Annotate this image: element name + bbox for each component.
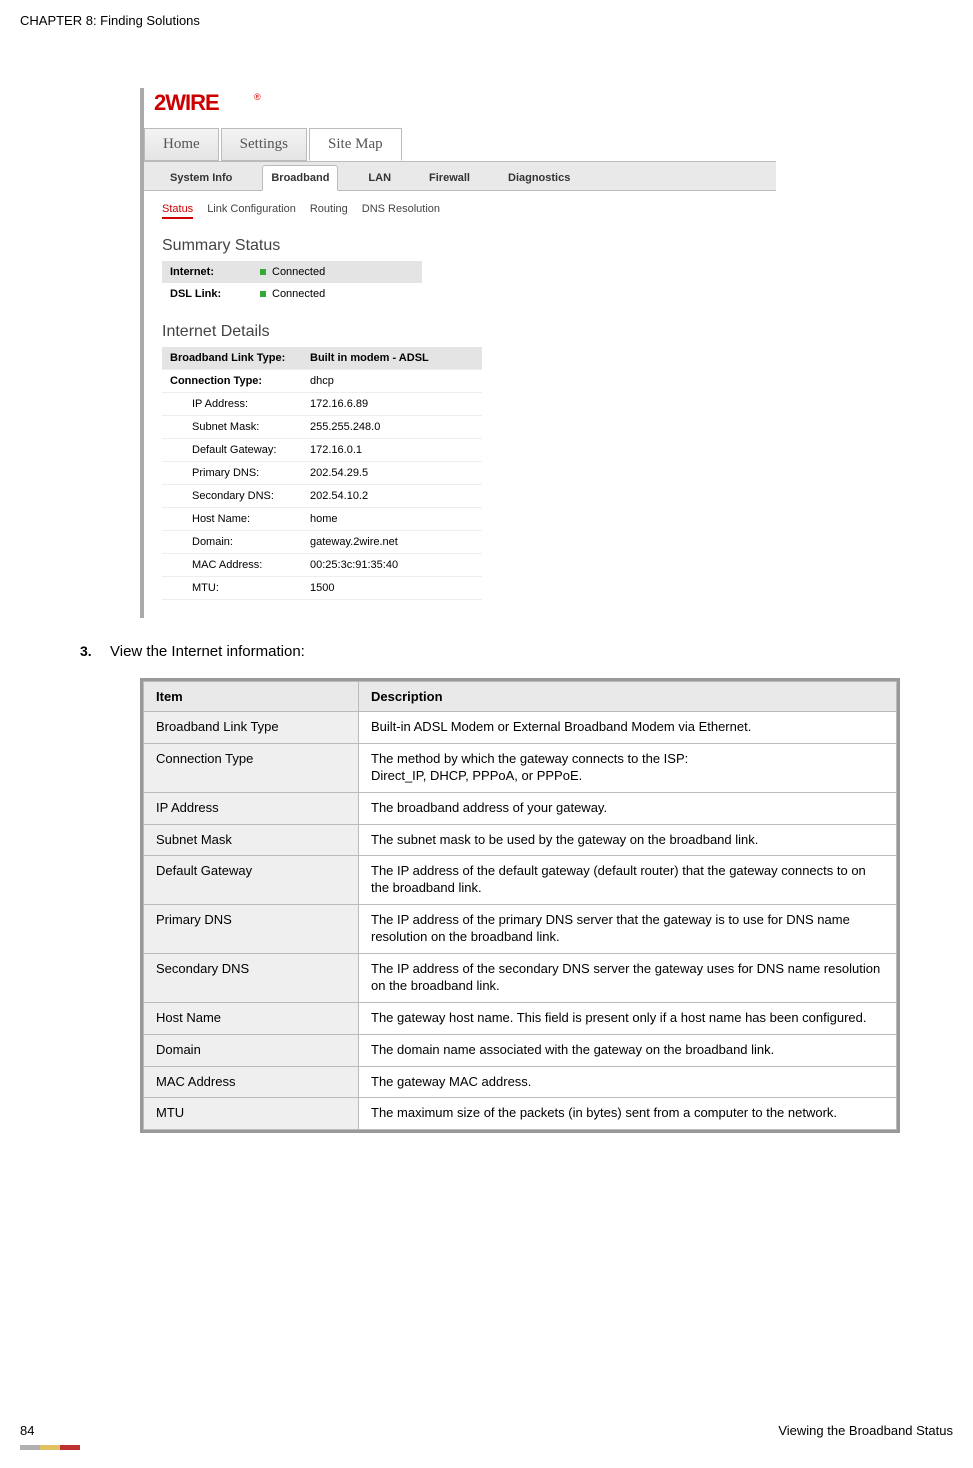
detail-mtu-value: 1500 (302, 577, 482, 600)
desc-item-cell: Broadband Link Type (144, 712, 359, 744)
desc-item-cell: MAC Address (144, 1066, 359, 1098)
desc-desc-cell: The gateway MAC address. (359, 1066, 897, 1098)
router-screenshot: 2WIRE ® Home Settings Site Map System In… (140, 88, 953, 618)
minitab-dns[interactable]: DNS Resolution (362, 203, 440, 219)
table-row: Secondary DNSThe IP address of the secon… (144, 954, 897, 1003)
summary-dsl-text: Connected (272, 288, 325, 300)
desc-item-cell: Primary DNS (144, 905, 359, 954)
footer-section-title: Viewing the Broadband Status (778, 1423, 953, 1438)
subtab-diagnostics[interactable]: Diagnostics (500, 166, 578, 190)
desc-desc-cell: The IP address of the secondary DNS serv… (359, 954, 897, 1003)
summary-internet-value: Connected (252, 261, 422, 283)
twowire-logo-icon: 2WIRE ® (154, 88, 274, 118)
desc-desc-cell: The domain name associated with the gate… (359, 1034, 897, 1066)
summary-status-title: Summary Status (162, 237, 758, 255)
summary-dsl-label: DSL Link: (162, 283, 252, 305)
logo-row: 2WIRE ® (144, 88, 776, 128)
desc-item-cell: IP Address (144, 792, 359, 824)
desc-item-cell: Subnet Mask (144, 824, 359, 856)
detail-gw-label: Default Gateway: (162, 439, 302, 462)
step-text: View the Internet information: (110, 643, 305, 660)
status-dot-icon (260, 291, 266, 297)
detail-ct-value: dhcp (302, 370, 482, 393)
table-row: MTUThe maximum size of the packets (in b… (144, 1098, 897, 1130)
detail-domain-value: gateway.2wire.net (302, 531, 482, 554)
detail-host-value: home (302, 508, 482, 531)
detail-ip-value: 172.16.6.89 (302, 393, 482, 416)
desc-desc-cell: The maximum size of the packets (in byte… (359, 1098, 897, 1130)
detail-blt-value: Built in modem - ADSL (302, 347, 482, 370)
desc-item-cell: Domain (144, 1034, 359, 1066)
subtab-firewall[interactable]: Firewall (421, 166, 478, 190)
subtab-system-info[interactable]: System Info (162, 166, 240, 190)
table-row: Host NameThe gateway host name. This fie… (144, 1002, 897, 1034)
detail-mac-value: 00:25:3c:91:35:40 (302, 554, 482, 577)
description-table: Item Description Broadband Link TypeBuil… (143, 681, 897, 1130)
sub-tabs: System Info Broadband LAN Firewall Diagn… (144, 161, 776, 191)
detail-pdns-value: 202.54.29.5 (302, 462, 482, 485)
desc-desc-cell: The gateway host name. This field is pre… (359, 1002, 897, 1034)
table-row: Connection TypeThe method by which the g… (144, 743, 897, 792)
desc-desc-cell: Built-in ADSL Modem or External Broadban… (359, 712, 897, 744)
desc-item-cell: Default Gateway (144, 856, 359, 905)
page-footer: 84 Viewing the Broadband Status (20, 1423, 953, 1438)
tab-sitemap[interactable]: Site Map (309, 128, 402, 161)
minitab-routing[interactable]: Routing (310, 203, 348, 219)
details-table: Broadband Link Type:Built in modem - ADS… (162, 347, 482, 600)
desc-desc-cell: The method by which the gateway connects… (359, 743, 897, 792)
desc-header-desc: Description (359, 682, 897, 712)
top-tabs: Home Settings Site Map (144, 128, 776, 161)
table-row: MAC AddressThe gateway MAC address. (144, 1066, 897, 1098)
minitab-status[interactable]: Status (162, 203, 193, 219)
desc-item-cell: Secondary DNS (144, 954, 359, 1003)
desc-desc-cell: The IP address of the default gateway (d… (359, 856, 897, 905)
detail-sdns-value: 202.54.10.2 (302, 485, 482, 508)
summary-internet-label: Internet: (162, 261, 252, 283)
desc-header-item: Item (144, 682, 359, 712)
svg-text:®: ® (254, 92, 261, 102)
detail-gw-value: 172.16.0.1 (302, 439, 482, 462)
desc-item-cell: MTU (144, 1098, 359, 1130)
desc-item-cell: Host Name (144, 1002, 359, 1034)
subtab-broadband[interactable]: Broadband (262, 165, 338, 191)
mini-tabs: Status Link Configuration Routing DNS Re… (162, 203, 758, 219)
desc-desc-cell: The subnet mask to be used by the gatewa… (359, 824, 897, 856)
tab-home[interactable]: Home (144, 128, 219, 161)
detail-mtu-label: MTU: (162, 577, 302, 600)
summary-dsl-value: Connected (252, 283, 422, 305)
table-row: Broadband Link TypeBuilt-in ADSL Modem o… (144, 712, 897, 744)
detail-host-label: Host Name: (162, 508, 302, 531)
table-row: Subnet MaskThe subnet mask to be used by… (144, 824, 897, 856)
summary-table: Internet: Connected DSL Link: Connected (162, 261, 422, 305)
chapter-header: CHAPTER 8: Finding Solutions (20, 13, 953, 28)
detail-pdns-label: Primary DNS: (162, 462, 302, 485)
status-dot-icon (260, 269, 266, 275)
footer-color-bar (20, 1445, 80, 1450)
page-number: 84 (20, 1423, 34, 1438)
table-row: IP AddressThe broadband address of your … (144, 792, 897, 824)
detail-sdns-label: Secondary DNS: (162, 485, 302, 508)
minitab-link-config[interactable]: Link Configuration (207, 203, 296, 219)
detail-ct-label: Connection Type: (162, 370, 302, 393)
table-row: Default GatewayThe IP address of the def… (144, 856, 897, 905)
tab-settings[interactable]: Settings (221, 128, 307, 161)
desc-desc-cell: The broadband address of your gateway. (359, 792, 897, 824)
detail-mask-label: Subnet Mask: (162, 416, 302, 439)
detail-mask-value: 255.255.248.0 (302, 416, 482, 439)
table-row: DomainThe domain name associated with th… (144, 1034, 897, 1066)
desc-item-cell: Connection Type (144, 743, 359, 792)
desc-desc-cell: The IP address of the primary DNS server… (359, 905, 897, 954)
detail-blt-label: Broadband Link Type: (162, 347, 302, 370)
step-row: 3. View the Internet information: (80, 643, 953, 660)
detail-domain-label: Domain: (162, 531, 302, 554)
detail-ip-label: IP Address: (162, 393, 302, 416)
svg-text:2WIRE: 2WIRE (154, 90, 219, 115)
step-number: 3. (80, 643, 110, 660)
subtab-lan[interactable]: LAN (360, 166, 399, 190)
table-row: Primary DNSThe IP address of the primary… (144, 905, 897, 954)
summary-internet-text: Connected (272, 266, 325, 278)
description-table-wrap: Item Description Broadband Link TypeBuil… (140, 678, 900, 1133)
detail-mac-label: MAC Address: (162, 554, 302, 577)
internet-details-title: Internet Details (162, 323, 758, 341)
